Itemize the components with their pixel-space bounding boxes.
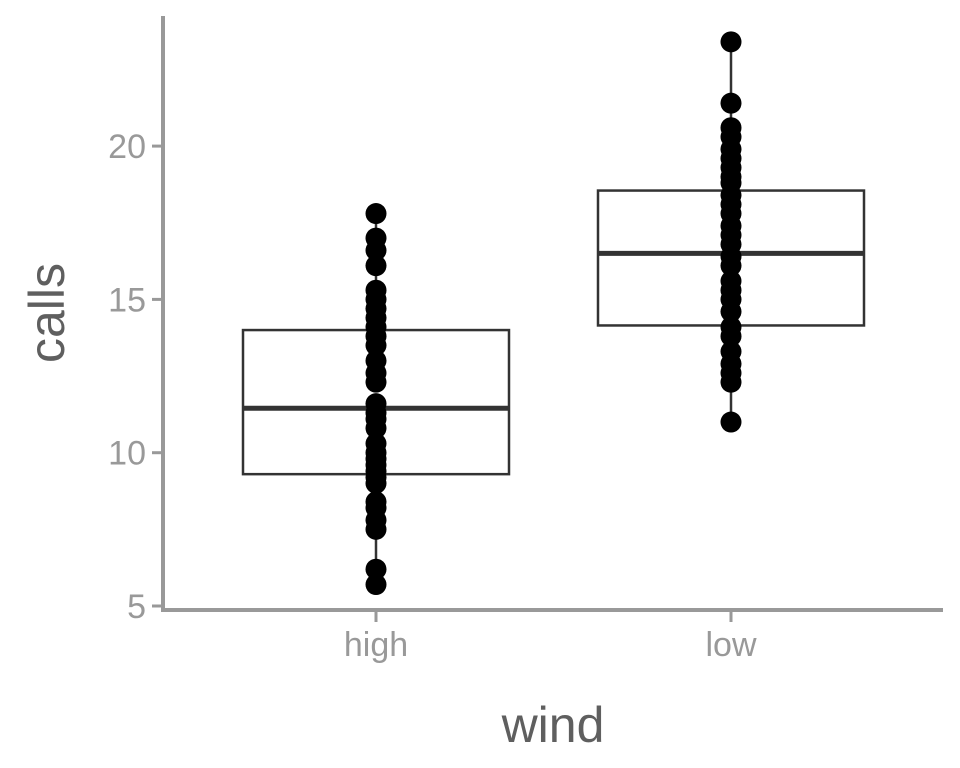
- axes: [161, 16, 943, 612]
- data-point: [365, 491, 387, 513]
- y-axis-title: calls: [19, 263, 75, 363]
- y-tick-label: 5: [127, 588, 146, 626]
- boxes: [241, 41, 866, 585]
- data-point: [365, 350, 387, 372]
- x-tick-label: low: [705, 626, 756, 664]
- data-point: [720, 117, 742, 139]
- data-point: [720, 316, 742, 338]
- data-point: [365, 574, 387, 596]
- data-point: [365, 393, 387, 415]
- y-tick-label: 10: [108, 435, 146, 473]
- data-point: [365, 227, 387, 249]
- data-point: [720, 411, 742, 433]
- data-point: [720, 270, 742, 292]
- y-tick-label: 20: [108, 128, 146, 166]
- data-point: [365, 255, 387, 277]
- y-tick-label: 15: [108, 281, 146, 319]
- data-point: [720, 92, 742, 114]
- data-point: [720, 31, 742, 53]
- data-point: [365, 433, 387, 455]
- x-tick-label: high: [344, 626, 408, 664]
- data-point: [720, 341, 742, 363]
- points: [365, 31, 742, 596]
- x-axis-title: wind: [501, 697, 605, 753]
- data-point: [365, 203, 387, 225]
- y-ticks: 5 10 15 20: [108, 128, 161, 626]
- data-point: [365, 558, 387, 580]
- data-point: [365, 279, 387, 301]
- x-ticks: high low: [344, 612, 757, 664]
